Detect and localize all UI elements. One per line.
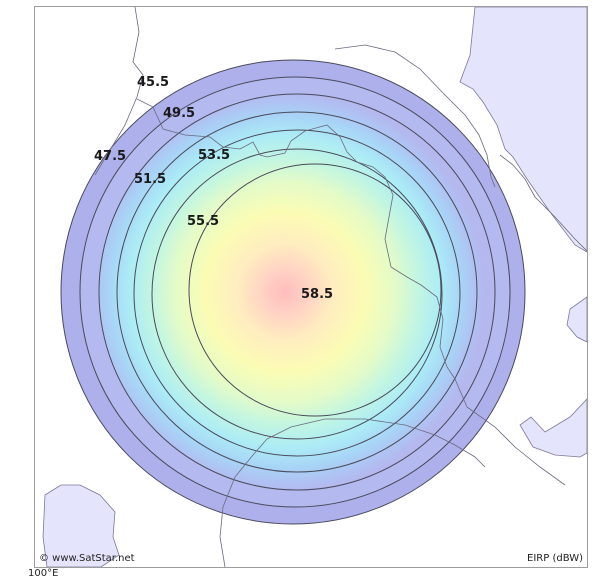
border-east (499, 154, 587, 252)
contour-ring-47-5 (98, 93, 496, 491)
longitude-label: 100°E (28, 568, 59, 579)
coverage-map-canvas: 45.5 47.5 49.5 51.5 53.5 55.5 58.5 (42, 7, 587, 567)
contour-ring-55-5 (188, 163, 442, 417)
beam-layer (60, 59, 526, 525)
land-east (566, 296, 587, 343)
land-layer (42, 7, 587, 567)
contour-label-47-5: 47.5 (94, 149, 126, 164)
border-west (94, 7, 144, 176)
units-label: EIRP (dBW) (527, 553, 583, 564)
contour-label-58-5: 58.5 (301, 287, 333, 302)
border-northeast (334, 44, 496, 188)
contour-label-45-5: 45.5 (137, 75, 169, 90)
border-north (136, 98, 468, 408)
coast-south (266, 418, 486, 468)
land-southeast (519, 398, 587, 458)
contour-label-51-5: 51.5 (134, 172, 166, 187)
contour-labels: 45.5 47.5 49.5 51.5 53.5 55.5 58.5 (94, 75, 333, 302)
coverage-map: 45.5 47.5 49.5 51.5 53.5 55.5 58.5 © www… (34, 6, 588, 568)
contour-ring-51-5 (133, 129, 461, 457)
border-layer (94, 7, 587, 567)
coast-southwest (219, 438, 268, 567)
contour-ring-53-5 (151, 148, 443, 440)
contour-ring-49-5 (116, 111, 478, 473)
land-southwest (42, 484, 120, 567)
border-southeast (466, 406, 566, 486)
contour-label-53-5: 53.5 (198, 148, 230, 163)
contour-label-55-5: 55.5 (187, 214, 219, 229)
land-northeast (459, 7, 587, 253)
copyright-label: © www.SatStar.net (39, 553, 135, 564)
contour-label-49-5: 49.5 (163, 106, 195, 121)
